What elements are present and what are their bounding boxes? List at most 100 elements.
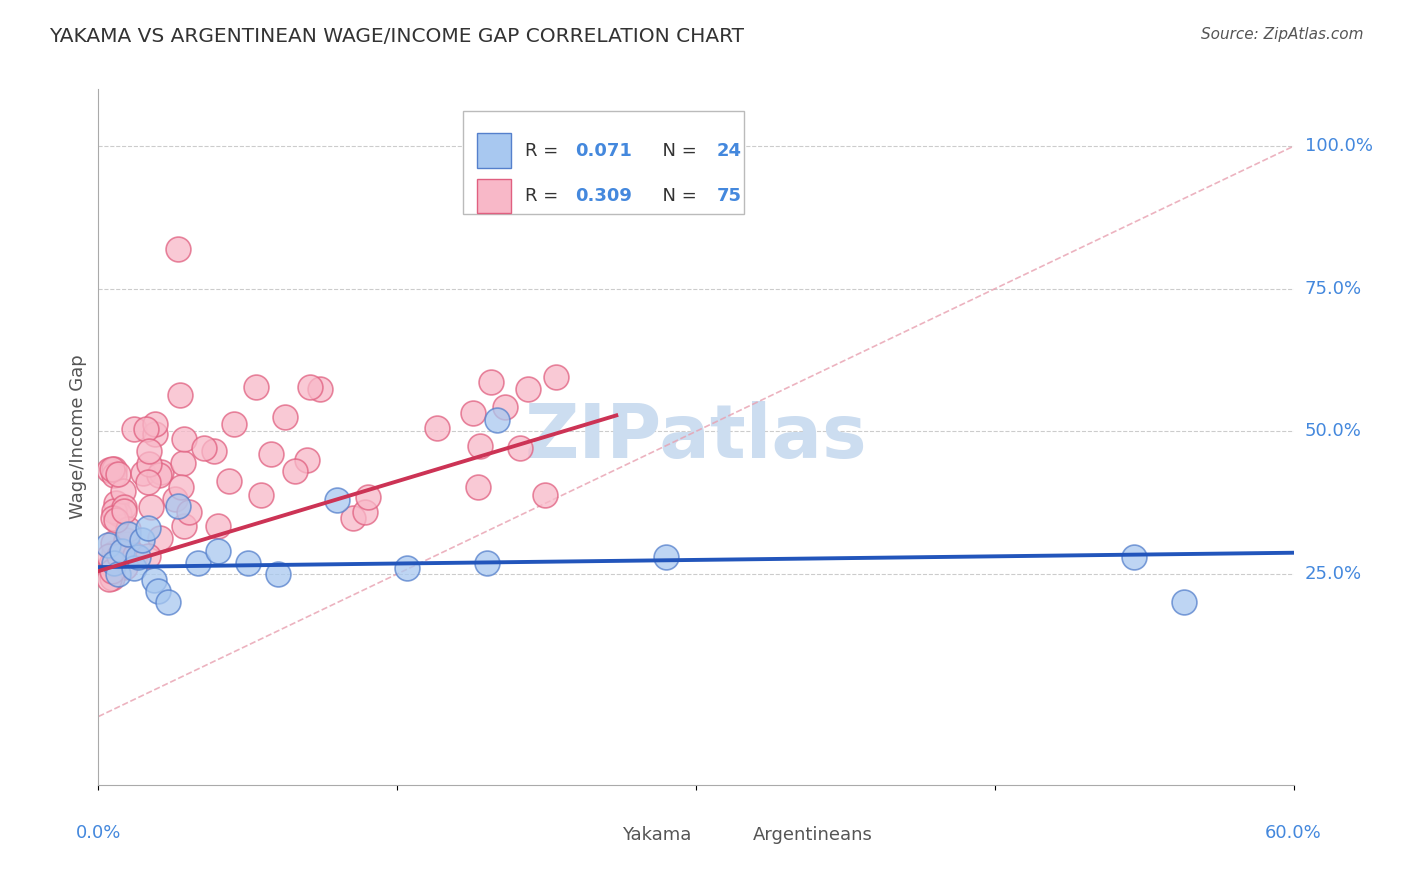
Point	[98, 549, 121, 563]
Text: 0.0%: 0.0%	[76, 824, 121, 842]
Point	[463, 406, 485, 420]
Point	[173, 432, 195, 446]
Point	[103, 556, 125, 570]
Point	[245, 380, 267, 394]
Point	[114, 559, 136, 574]
Point	[100, 558, 122, 572]
Point	[117, 522, 139, 536]
Point	[112, 504, 135, 518]
Point	[111, 483, 134, 498]
Point	[107, 467, 129, 482]
Text: 0.071: 0.071	[575, 142, 633, 160]
Point	[207, 544, 229, 558]
Point	[124, 561, 146, 575]
Point	[127, 549, 149, 564]
Point	[1123, 549, 1146, 564]
Point	[172, 456, 194, 470]
Point	[260, 447, 283, 461]
Point	[193, 441, 215, 455]
Point	[534, 488, 557, 502]
Point	[655, 549, 678, 564]
Point	[274, 410, 297, 425]
Bar	[477, 178, 510, 213]
Point	[108, 507, 131, 521]
Point	[148, 584, 170, 599]
Point	[136, 549, 159, 563]
Point	[173, 519, 195, 533]
Point	[479, 375, 502, 389]
Point	[475, 556, 498, 570]
Point	[326, 492, 349, 507]
Point	[124, 548, 146, 562]
Text: Argentineans: Argentineans	[754, 826, 873, 844]
Text: 0.309: 0.309	[575, 187, 633, 205]
Point	[143, 417, 166, 431]
Point	[308, 382, 330, 396]
Point	[114, 533, 136, 548]
Point	[143, 573, 166, 587]
Point	[509, 441, 531, 455]
Point	[117, 527, 139, 541]
Text: Yakama: Yakama	[621, 826, 692, 844]
Point	[136, 521, 159, 535]
Point	[236, 556, 259, 570]
Point	[150, 465, 173, 479]
Point	[1173, 595, 1195, 609]
Text: N =: N =	[651, 142, 702, 160]
Point	[104, 513, 127, 527]
Text: N =: N =	[651, 187, 702, 205]
Point	[295, 452, 318, 467]
Point	[97, 538, 120, 552]
Text: Source: ZipAtlas.com: Source: ZipAtlas.com	[1201, 27, 1364, 42]
Point	[103, 467, 125, 482]
Text: 75: 75	[716, 187, 741, 205]
Text: 50.0%: 50.0%	[1305, 423, 1361, 441]
Point	[103, 546, 125, 560]
Point	[207, 518, 229, 533]
Text: 75.0%: 75.0%	[1305, 280, 1362, 298]
Point	[114, 500, 136, 514]
Point	[218, 475, 240, 489]
Text: R =: R =	[524, 187, 564, 205]
Point	[284, 464, 307, 478]
Point	[298, 380, 321, 394]
Point	[111, 544, 134, 558]
Point	[103, 504, 125, 518]
Point	[141, 500, 163, 515]
Point	[167, 499, 190, 513]
Point	[103, 536, 125, 550]
Point	[250, 488, 273, 502]
Bar	[589, 822, 614, 847]
Point	[115, 537, 138, 551]
Point	[101, 564, 124, 578]
Point	[485, 413, 508, 427]
Point	[135, 422, 157, 436]
Point	[143, 426, 166, 441]
Point	[177, 505, 200, 519]
Point	[357, 490, 380, 504]
Text: ZIPatlas: ZIPatlas	[524, 401, 868, 474]
Point	[98, 463, 121, 477]
Point	[516, 382, 538, 396]
Point	[104, 496, 127, 510]
Point	[98, 573, 121, 587]
Text: R =: R =	[524, 142, 564, 160]
Y-axis label: Wage/Income Gap: Wage/Income Gap	[69, 355, 87, 519]
Text: 100.0%: 100.0%	[1305, 137, 1372, 155]
Point	[467, 480, 489, 494]
Bar	[477, 133, 510, 168]
Point	[101, 571, 124, 585]
FancyBboxPatch shape	[463, 112, 744, 214]
Point	[103, 462, 125, 476]
Text: 24: 24	[716, 142, 741, 160]
Point	[157, 595, 180, 609]
Point	[101, 511, 124, 525]
Point	[132, 466, 155, 480]
Point	[396, 561, 419, 575]
Point	[138, 443, 160, 458]
Bar	[720, 822, 747, 847]
Point	[267, 566, 290, 581]
Point	[138, 457, 160, 471]
Point	[169, 388, 191, 402]
Point	[426, 421, 449, 435]
